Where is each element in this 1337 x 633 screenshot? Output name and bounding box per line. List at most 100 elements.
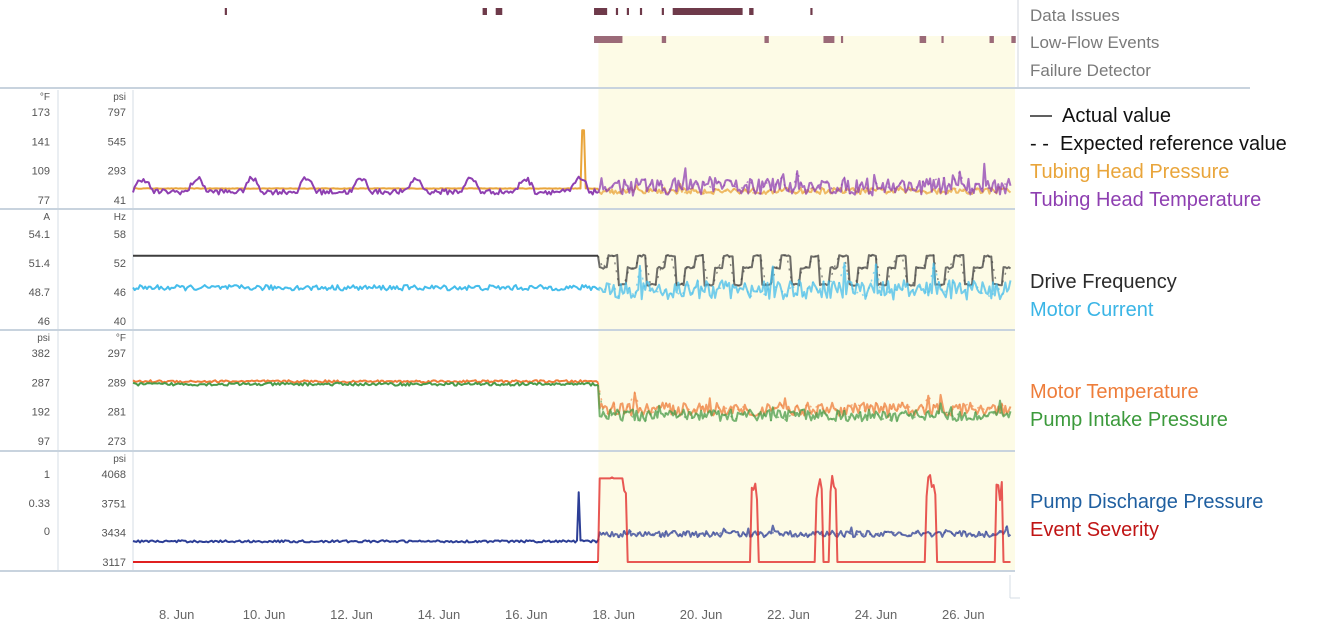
series-pump-intake-pressure-line bbox=[132, 381, 599, 387]
left-axis-tick: 51.4 bbox=[29, 258, 50, 270]
left-axis-tick: 97 bbox=[38, 436, 50, 448]
left-axis-tick: 0 bbox=[44, 526, 50, 538]
left-axis-tick: 109 bbox=[32, 166, 50, 178]
right-axis-tick: 40 bbox=[114, 316, 126, 328]
series-tubing-head-temperature-line bbox=[132, 175, 599, 196]
left-axis-tick: 1 bbox=[44, 469, 50, 481]
event-mark bbox=[749, 8, 754, 15]
left-axis-unit: °F bbox=[40, 92, 50, 103]
left-axis-tick: 46 bbox=[38, 316, 50, 328]
event-mark bbox=[989, 36, 994, 43]
left-axis-unit: psi bbox=[37, 333, 50, 344]
series-pump-discharge-pressure-line bbox=[132, 491, 599, 544]
event-mark bbox=[823, 36, 835, 43]
event-mark bbox=[919, 36, 927, 43]
event-mark bbox=[495, 8, 503, 15]
legend-expected-label: Expected reference value bbox=[1060, 133, 1287, 155]
legend-item: Event Severity bbox=[1030, 519, 1159, 541]
x-tick-label: 12. Jun bbox=[330, 607, 373, 622]
x-tick-label: 8. Jun bbox=[159, 607, 194, 622]
series-pump-intake-pressure-line-after bbox=[597, 384, 1012, 423]
event-mark bbox=[661, 8, 664, 15]
left-axis-tick: 48.7 bbox=[29, 287, 50, 299]
right-axis-tick: 293 bbox=[108, 166, 126, 178]
legend-expected-symbol: - - bbox=[1030, 133, 1049, 155]
left-axis-tick: 382 bbox=[32, 348, 50, 360]
panel-tubing-series bbox=[132, 129, 1012, 197]
panel-motor: psi °F 382 287 192 97 297 289 281 273 bbox=[0, 331, 1015, 452]
x-tick-label: 18. Jun bbox=[592, 607, 635, 622]
event-track-2 bbox=[594, 36, 1016, 43]
right-axis-unit: Hz bbox=[114, 212, 126, 223]
left-axis-tick: 192 bbox=[32, 407, 50, 419]
panel-pump-series bbox=[132, 474, 1012, 563]
series-motor-temperature-line-after bbox=[597, 382, 1012, 418]
right-axis-tick: 46 bbox=[114, 287, 126, 299]
event-mark bbox=[594, 8, 608, 15]
series-event-severity-line-after bbox=[597, 474, 1011, 563]
x-tick-label: 20. Jun bbox=[680, 607, 723, 622]
right-axis-tick: 52 bbox=[114, 258, 126, 270]
x-tick-label: 24. Jun bbox=[855, 607, 898, 622]
event-track-1 bbox=[224, 8, 813, 15]
series-tubing-head-temperature-line-after bbox=[597, 162, 1012, 197]
event-track-label: Data Issues bbox=[1030, 6, 1120, 25]
x-tick-label: 22. Jun bbox=[767, 607, 810, 622]
series-reference-line bbox=[597, 384, 1008, 423]
event-mark bbox=[661, 36, 667, 43]
right-axis-tick: 281 bbox=[108, 407, 126, 419]
event-mark bbox=[840, 36, 844, 43]
event-track-label: Low-Flow Events bbox=[1030, 33, 1159, 52]
x-tick-label: 10. Jun bbox=[243, 607, 286, 622]
left-axis-tick: 0.33 bbox=[29, 498, 50, 510]
left-axis-tick: 173 bbox=[32, 107, 50, 119]
x-tick-label: 26. Jun bbox=[942, 607, 985, 622]
right-axis-tick: 545 bbox=[108, 136, 126, 148]
event-mark bbox=[594, 36, 623, 43]
event-mark bbox=[941, 36, 944, 43]
series-motor-current-line bbox=[132, 284, 599, 292]
legend-item: Pump Discharge Pressure bbox=[1030, 491, 1263, 513]
highlight-period bbox=[598, 36, 1015, 570]
left-axis-unit: A bbox=[43, 212, 50, 223]
x-tick-label: 16. Jun bbox=[505, 607, 548, 622]
right-axis-tick: 297 bbox=[108, 348, 126, 360]
event-mark bbox=[1011, 36, 1016, 43]
right-axis-tick: 58 bbox=[114, 229, 126, 241]
series-motor-temperature-line bbox=[132, 379, 599, 384]
right-axis-unit: psi bbox=[113, 454, 126, 465]
event-mark bbox=[224, 8, 227, 15]
legend-item: Motor Current bbox=[1030, 299, 1154, 321]
legend-item: Tubing Head Pressure bbox=[1030, 161, 1229, 183]
event-mark bbox=[482, 8, 487, 15]
series-reference-line bbox=[597, 260, 1008, 301]
panel-drive-series bbox=[132, 253, 1012, 301]
right-axis-unit: °F bbox=[116, 333, 126, 344]
event-mark bbox=[672, 8, 743, 15]
right-axis-tick: 3751 bbox=[102, 498, 126, 510]
right-axis-tick: 273 bbox=[108, 436, 126, 448]
right-axis-tick: 797 bbox=[108, 107, 126, 119]
left-axis-tick: 141 bbox=[32, 136, 50, 148]
legend-item: Drive Frequency bbox=[1030, 271, 1177, 293]
event-track-label: Failure Detector bbox=[1030, 61, 1151, 80]
event-mark bbox=[615, 8, 619, 15]
legend-item: Pump Intake Pressure bbox=[1030, 409, 1228, 431]
right-axis-tick: 3434 bbox=[102, 528, 126, 540]
panel-pump: psi 1 0.33 0 4068 3751 3434 3117 bbox=[0, 452, 1015, 572]
left-axis-tick: 77 bbox=[38, 195, 50, 207]
series-reference-line bbox=[597, 525, 1008, 541]
right-axis-unit: psi bbox=[113, 92, 126, 103]
event-mark bbox=[764, 36, 769, 43]
legend: Actual value - - Expected reference value T… bbox=[1030, 105, 1287, 541]
series-tubing-head-pressure-line bbox=[132, 129, 598, 190]
series-pump-discharge-pressure-line-after bbox=[597, 524, 1012, 541]
event-mark bbox=[639, 8, 643, 15]
right-axis-tick: 41 bbox=[114, 195, 126, 207]
right-axis-tick: 3117 bbox=[102, 557, 126, 569]
panel-tubing: °F psi 173 141 109 77 797 545 293 41 bbox=[0, 90, 1015, 210]
left-axis-tick: 54.1 bbox=[29, 229, 50, 241]
event-mark bbox=[810, 8, 813, 15]
panel-motor-series bbox=[132, 379, 1012, 423]
